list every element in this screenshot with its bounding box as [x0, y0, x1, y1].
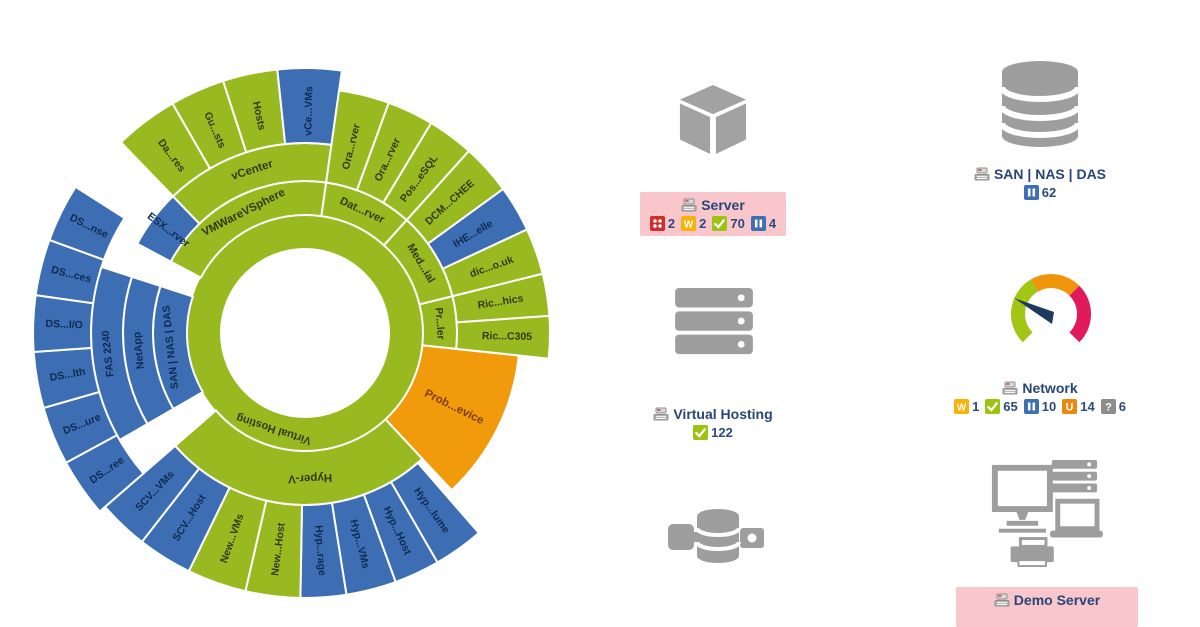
sunburst-label-vce-vms: vCe...VMs — [302, 86, 315, 136]
svg-text:?: ? — [1105, 401, 1112, 413]
group-title: Virtual Hosting — [673, 406, 773, 422]
group-panel-virtual-hosting: Virtual Hosting 122 — [630, 406, 796, 440]
svg-text:W: W — [684, 219, 694, 230]
status-badge-unknown[interactable]: ? 6 — [1100, 399, 1126, 414]
monitoring-dashboard: { "sunburst": { "cx": 305, "cy": 333, "c… — [32, 60, 1165, 627]
group-link-virtual-hosting[interactable]: Virtual Hosting — [653, 406, 773, 422]
status-badge-up[interactable]: 122 — [693, 425, 733, 440]
sunburst-label-pr-ler: Pr...ler — [433, 307, 447, 340]
svg-text:W: W — [957, 402, 967, 413]
group-icon — [681, 198, 697, 212]
status-count: 2 — [699, 216, 707, 231]
group-icon — [653, 407, 669, 421]
status-badge-paused[interactable]: 4 — [750, 216, 777, 231]
status-badge-paused[interactable]: 62 — [1023, 185, 1057, 200]
group-link-network[interactable]: Network — [1002, 380, 1078, 396]
group-panel-san-nas-das: SAN | NAS | DAS 62 — [950, 166, 1130, 200]
sunburst-label-ds-i-o: DS...I/O — [45, 318, 83, 331]
status-count: 4 — [768, 216, 777, 231]
group-link-server[interactable]: Server — [681, 197, 745, 213]
status-badges-virtual-hosting: 122 — [693, 425, 733, 440]
status-count: 70 — [730, 216, 745, 231]
sunburst-label-fas-2240: FAS 2240 — [100, 330, 117, 378]
group-title: Demo Server — [1013, 592, 1101, 608]
status-badges-san-nas-das: 62 — [1023, 185, 1057, 200]
status-badge-up[interactable]: 65 — [985, 399, 1018, 414]
status-count: 65 — [1003, 399, 1018, 414]
group-icon — [1002, 381, 1018, 395]
group-icon — [994, 593, 1010, 607]
group-link-san-nas-das[interactable]: SAN | NAS | DAS — [974, 166, 1106, 182]
cube-icon[interactable] — [678, 84, 748, 156]
group-title: Server — [701, 197, 745, 213]
status-badges-network: W 1 65 10 U 14? 6 — [954, 399, 1126, 414]
status-count: 2 — [667, 216, 676, 231]
status-count: 10 — [1041, 399, 1057, 414]
server-stack-icon[interactable] — [675, 288, 753, 358]
status-badge-up[interactable]: 70 — [712, 216, 745, 231]
svg-text:U: U — [1066, 401, 1074, 413]
status-count: 62 — [1041, 185, 1057, 200]
sunburst-segment-ric-c305[interactable] — [455, 314, 551, 360]
sunburst-segment-scv-vms[interactable] — [103, 444, 201, 544]
sunburst-label-hosts: Hosts — [250, 100, 268, 131]
status-count: 14 — [1080, 399, 1095, 414]
group-title: Network — [1022, 380, 1078, 396]
storage-cluster-icon[interactable] — [666, 506, 766, 566]
status-badge-down[interactable]: 2 — [649, 216, 676, 231]
sunburst-segment-virtual-hosting[interactable] — [187, 215, 423, 451]
group-panel-demo: Demo Server — [956, 587, 1138, 627]
workstations-icon[interactable] — [985, 458, 1103, 568]
sunburst-label-hyp-rage: Hyp...rage — [312, 525, 328, 577]
status-count: 122 — [711, 425, 733, 440]
status-count: 6 — [1118, 399, 1126, 414]
status-badge-unusual[interactable]: U 14 — [1062, 399, 1095, 414]
sunburst-label-hyper-v: Hyper-V — [287, 471, 332, 485]
group-link-demo[interactable]: Demo Server — [994, 592, 1100, 608]
sunburst-segment-ds-nse[interactable] — [48, 185, 126, 262]
group-panel-server: Server 2 W 2 70 4 — [640, 192, 786, 236]
status-badge-paused[interactable]: 10 — [1023, 399, 1057, 414]
group-title: SAN | NAS | DAS — [993, 166, 1107, 182]
group-icon — [974, 167, 990, 181]
database-icon[interactable] — [1000, 60, 1080, 148]
sunburst-label-ric-c305: Ric...C305 — [482, 330, 533, 343]
status-count: 1 — [972, 399, 980, 414]
sunburst-label-netapp: NetApp — [131, 331, 147, 369]
status-badges-server: 2 W 2 70 4 — [649, 216, 777, 231]
group-panel-network: Network W 1 65 10 U 14? 6 — [915, 380, 1165, 414]
gauge-icon[interactable] — [1001, 268, 1101, 352]
